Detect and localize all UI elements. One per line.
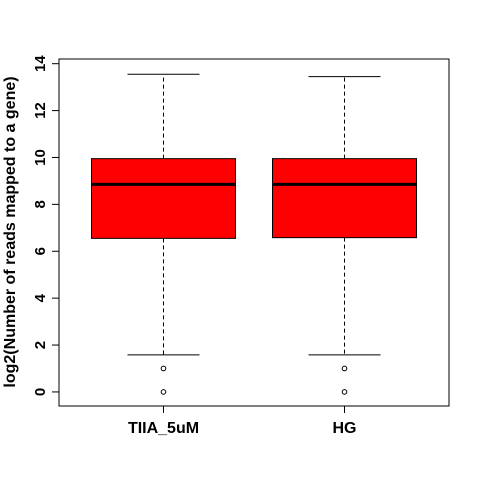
outlier-point	[341, 389, 348, 395]
iqr-box	[91, 158, 236, 239]
y-axis-title: log2(Number of reads mapped to a gene)	[2, 76, 19, 387]
y-tick-label: 14	[32, 55, 49, 72]
y-tick-label: 8	[32, 200, 49, 208]
y-tick-label: 4	[32, 293, 49, 302]
outlier-point	[160, 389, 167, 395]
x-axis-labels: TIIA_5uM HG	[128, 405, 357, 437]
y-tick-label: 12	[32, 102, 49, 119]
box-2	[272, 76, 417, 395]
outlier-point	[341, 365, 348, 372]
y-tick-label: 10	[32, 149, 49, 166]
outlier-point	[160, 365, 167, 372]
y-tick-label: 0	[32, 388, 49, 396]
y-tick-label: 2	[32, 341, 49, 349]
boxes	[91, 73, 417, 395]
box-1	[91, 73, 236, 395]
x-category-label: HG	[333, 420, 357, 437]
x-category-label: TIIA_5uM	[128, 420, 199, 437]
y-tick-label: 6	[32, 247, 49, 255]
iqr-box	[272, 158, 417, 239]
y-axis: 0 2 4 6 8 10 12 14	[32, 55, 60, 396]
